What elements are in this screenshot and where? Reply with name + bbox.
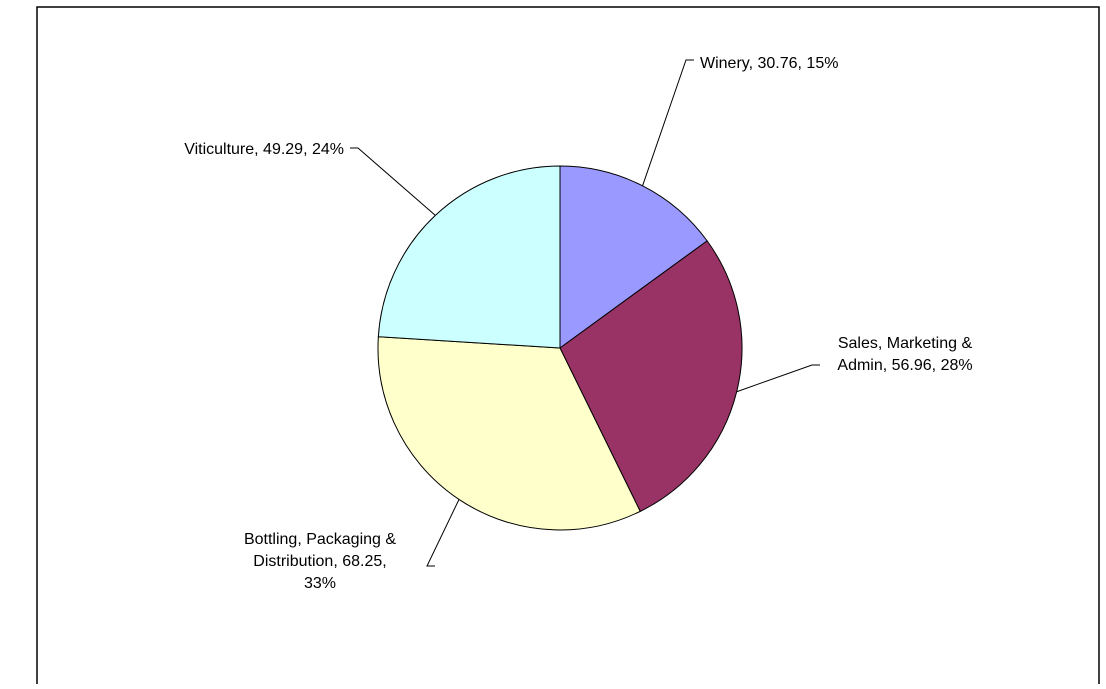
data-label-line: Winery, 30.76, 15%: [700, 55, 838, 72]
leader-line-sales-marketing-admin: [736, 364, 820, 393]
pie-slice-sales-marketing-admin: [559, 240, 743, 513]
pie-slices: [377, 165, 743, 531]
data-label-line: 33%: [304, 575, 336, 592]
data-label-winery: Winery, 30.76, 15%: [700, 55, 838, 72]
pie-slice-bottling-packaging-distribution: [377, 336, 641, 531]
data-label-viticulture: Viticulture, 49.29, 24%: [184, 141, 344, 158]
data-label-bottling-packaging-distribution: Bottling, Packaging & Distribution, 68.25…: [244, 531, 396, 592]
chart-border: [36, 6, 1100, 684]
data-label-line: Bottling, Packaging &: [244, 531, 396, 548]
data-labels: Winery, 30.76, 15% Sales, Marketing & Admi…: [184, 55, 972, 592]
data-label-line: Viticulture, 49.29, 24%: [184, 141, 344, 158]
leader-line-bottling-packaging-distribution: [426, 499, 460, 567]
data-label-line: Sales, Marketing &: [838, 335, 973, 352]
pie-slice-viticulture: [377, 165, 561, 349]
leader-lines: [350, 59, 820, 567]
data-label-sales-marketing-admin: Sales, Marketing & Admin, 56.96, 28%: [837, 335, 972, 374]
leader-line-viticulture: [350, 147, 436, 216]
data-label-line: Distribution, 68.25,: [253, 553, 386, 570]
data-label-line: Admin, 56.96, 28%: [837, 357, 972, 374]
leader-line-winery: [642, 59, 694, 186]
